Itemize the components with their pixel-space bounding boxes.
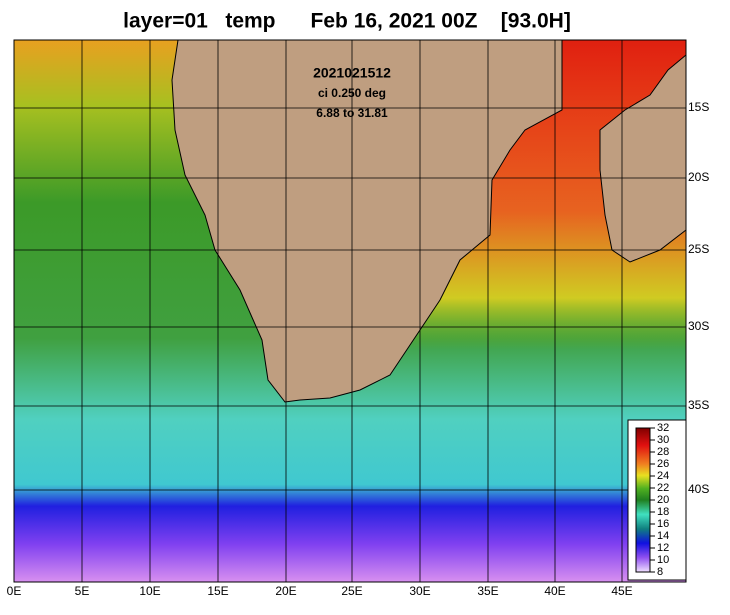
colorbar (635, 427, 651, 573)
colorbar-label: 28 (657, 446, 669, 458)
lon-label: 25E (341, 584, 362, 598)
colorbar-label: 30 (657, 434, 669, 446)
colorbar-label: 12 (657, 542, 669, 554)
colorbar-label: 26 (657, 458, 669, 470)
lon-label: 30E (409, 584, 430, 598)
colorbar-label: 18 (657, 506, 669, 518)
range-label: 6.88 to 31.81 (316, 106, 388, 120)
colorbar-label: 20 (657, 494, 669, 506)
lon-label: 40E (544, 584, 565, 598)
lon-label: 45E (611, 584, 632, 598)
title: layer=01 temp Feb 16, 2021 00Z [93.0H] (123, 10, 571, 33)
madagascar (599, 54, 686, 263)
lon-label: 15E (207, 584, 228, 598)
map-area (14, 40, 686, 582)
date-label: 2021021512 (313, 65, 391, 81)
graticule (14, 40, 686, 582)
colorbar-label: 10 (657, 554, 669, 566)
colorbar-label: 8 (657, 566, 663, 578)
colorbar-label: 22 (657, 482, 669, 494)
interval-label: ci 0.250 deg (318, 86, 386, 100)
colorbar-label: 16 (657, 518, 669, 530)
lon-label: 20E (275, 584, 296, 598)
map-frame (13, 39, 687, 583)
lat-label: 15S (688, 100, 709, 114)
lon-label: 0E (7, 584, 22, 598)
lat-label: 30S (688, 319, 709, 333)
lat-label: 35S (688, 398, 709, 412)
africa (171, 40, 563, 403)
lon-label: 35E (477, 584, 498, 598)
colorbar-label: 14 (657, 530, 669, 542)
lon-label: 5E (75, 584, 90, 598)
lat-label: 40S (688, 482, 709, 496)
colorbar-label: 24 (657, 470, 669, 482)
colorbar-label: 32 (657, 422, 669, 434)
lon-label: 10E (139, 584, 160, 598)
lat-label: 25S (688, 242, 709, 256)
lat-label: 20S (688, 170, 709, 184)
